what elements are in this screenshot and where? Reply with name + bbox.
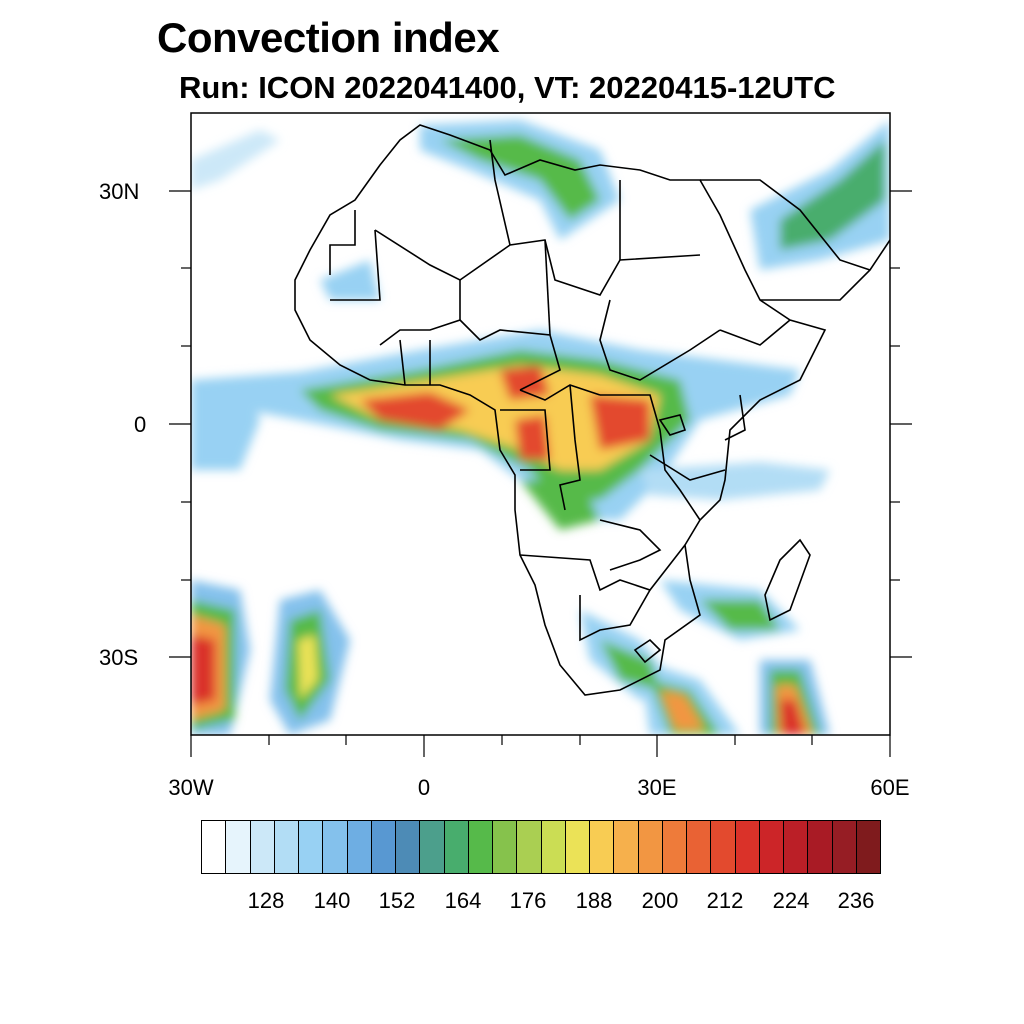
colorbar-label: 200	[641, 888, 679, 913]
lon-label-0: 0	[417, 775, 431, 800]
field-blob	[500, 365, 550, 400]
field-blob	[440, 135, 600, 220]
colorbar-box	[468, 821, 493, 873]
country-border	[500, 409, 551, 471]
colorbar-box	[808, 821, 833, 873]
colorbar-box	[832, 821, 857, 873]
colorbar-box	[274, 821, 299, 873]
colorbar-box	[347, 821, 372, 873]
colorbar-box	[444, 821, 469, 873]
country-border	[459, 319, 561, 391]
colorbar-box	[420, 821, 445, 873]
field-blob	[780, 140, 885, 250]
country-border	[399, 339, 406, 386]
colorbar-box	[662, 821, 687, 873]
colorbar-label: 152	[378, 888, 416, 913]
country-border	[700, 179, 871, 271]
lake	[633, 638, 662, 664]
colorbar-box	[759, 821, 784, 873]
madagascar-coast	[764, 538, 811, 622]
field-blob	[700, 600, 780, 630]
coastline	[294, 124, 827, 696]
axis-ticks	[169, 190, 912, 757]
field-blob	[191, 395, 260, 470]
colorbar-box	[638, 821, 663, 873]
field-blob	[640, 462, 830, 500]
lon-label-30e: 30E	[637, 775, 677, 800]
lake	[658, 414, 687, 436]
colorbar-box	[371, 821, 396, 873]
colorbar-box	[299, 821, 324, 873]
field-blob	[515, 415, 550, 460]
colorbar-box	[735, 821, 760, 873]
colorbar	[201, 820, 881, 874]
lon-label-30w: 30W	[168, 775, 214, 800]
colorbar-box	[202, 821, 227, 873]
country-border	[649, 454, 726, 481]
country-border	[519, 544, 686, 592]
country-border	[519, 384, 601, 401]
colorbar-label: 164	[444, 888, 482, 913]
field-blob	[780, 700, 805, 735]
country-border	[379, 280, 461, 346]
colorbar-box	[493, 821, 518, 873]
lat-label-30n: 30N	[99, 179, 140, 204]
colorbar-box	[323, 821, 348, 873]
colorbar-box	[687, 821, 712, 873]
country-border	[329, 210, 356, 275]
colorbar-box	[541, 821, 566, 873]
colorbar-box	[250, 821, 275, 873]
field-blob	[590, 395, 650, 450]
country-border	[599, 299, 721, 381]
field-blob	[330, 365, 660, 470]
country-border	[599, 519, 662, 571]
colorbar-label: 176	[509, 888, 547, 913]
country-border	[544, 239, 551, 336]
country-border	[724, 394, 746, 441]
colorbar-box	[590, 821, 615, 873]
colorbar-label: 188	[575, 888, 613, 913]
lat-label-0: 0	[134, 412, 147, 437]
colorbar-label: 140	[313, 888, 351, 913]
colorbar-label: 128	[247, 888, 285, 913]
field-blob	[191, 635, 215, 705]
colorbar-box	[226, 821, 251, 873]
field-blob	[298, 635, 318, 700]
colorbar-box	[711, 821, 736, 873]
field-blob	[320, 260, 380, 300]
field-blob	[660, 690, 705, 730]
colorbar-label: 212	[706, 888, 744, 913]
colorbar-box	[856, 821, 880, 873]
chart-title: Convection index	[157, 14, 500, 61]
lat-label-30s: 30S	[99, 645, 139, 670]
chart-subtitle: Run: ICON 2022041400, VT: 20220415-12UTC	[179, 70, 836, 105]
field-blob	[520, 480, 600, 530]
country-borders	[294, 124, 890, 696]
country-border	[579, 589, 651, 642]
country-border	[719, 319, 791, 346]
country-border	[760, 239, 890, 301]
colorbar-box	[614, 821, 639, 873]
field-blob	[191, 130, 280, 190]
lon-label-60e: 60E	[870, 775, 910, 800]
field-blob	[360, 392, 470, 430]
colorbar-box	[565, 821, 590, 873]
colorbar-box	[396, 821, 421, 873]
convection-field	[191, 120, 890, 735]
colorbar-label: 236	[837, 888, 875, 913]
country-border	[330, 229, 381, 301]
colorbar-label: 224	[772, 888, 810, 913]
country-border	[559, 384, 581, 511]
colorbar-box	[784, 821, 809, 873]
country-border	[600, 394, 701, 521]
colorbar-box	[517, 821, 542, 873]
country-border	[489, 139, 511, 246]
